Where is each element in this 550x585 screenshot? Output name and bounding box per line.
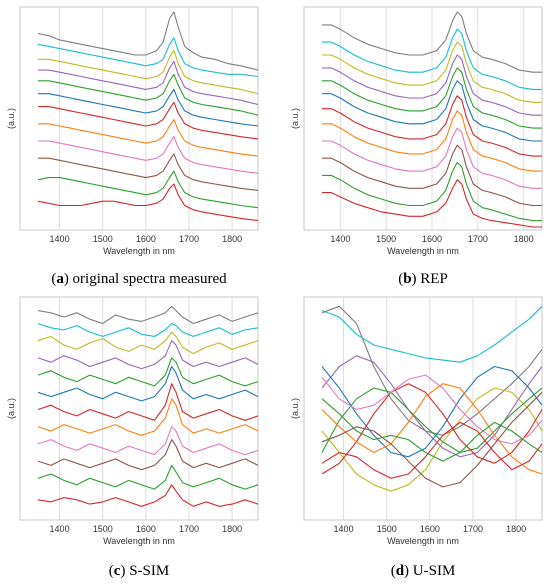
x-tick-label: 1400	[330, 234, 350, 244]
x-tick-label: 1500	[377, 524, 397, 534]
chart-panel-d: 1400 1500 1600 1700 1800 (a.u.) Wavelength in …	[290, 296, 543, 579]
x-tick-label: 1800	[222, 524, 242, 534]
series-line	[322, 110, 542, 172]
panel-caption: (a) original spectra measured	[51, 271, 227, 287]
series-line	[37, 383, 259, 421]
series-line	[37, 11, 259, 71]
x-tick-label: 1400	[334, 524, 354, 534]
series-line	[37, 484, 259, 507]
series-line	[38, 153, 259, 191]
y-axis-label: (a.u.)	[290, 108, 300, 129]
plot-frame	[303, 6, 543, 231]
series-line	[321, 383, 543, 475]
series-line	[37, 439, 259, 471]
x-tick-label: 1700	[463, 524, 483, 534]
chart-panel-b: 1400 1500 1600 1700 1800 (a.u.) Wavelength in …	[290, 6, 543, 287]
x-axis-label: Wavelength in nm	[387, 536, 459, 546]
caption-letter: d	[396, 563, 405, 579]
y-axis-label: (a.u.)	[6, 398, 16, 419]
series-line	[322, 179, 542, 228]
series-line	[321, 421, 543, 479]
series-line	[37, 322, 259, 337]
series-line	[321, 305, 543, 436]
series-line	[38, 101, 259, 140]
x-tick-label: 1800	[222, 234, 242, 244]
series-line	[322, 161, 542, 222]
x-tick-label: 1600	[136, 234, 156, 244]
series-line	[322, 54, 542, 116]
panel-caption: (d) U-SIM	[391, 563, 456, 579]
x-tick-label: 1800	[514, 234, 534, 244]
series-line	[322, 28, 542, 90]
x-tick-label: 1700	[468, 234, 488, 244]
series-line	[37, 37, 259, 78]
series-line	[38, 136, 259, 174]
series-line	[322, 95, 542, 157]
series-line	[321, 374, 543, 445]
series-line	[38, 50, 259, 95]
series-line	[37, 340, 259, 370]
x-tick-label: 1600	[422, 234, 442, 244]
caption-letter: b	[403, 271, 411, 287]
series-line	[322, 144, 542, 207]
series-line	[321, 387, 543, 454]
x-tick-label: 1400	[50, 524, 70, 534]
series-line	[322, 11, 542, 73]
series-line	[321, 365, 543, 458]
plot-frame	[303, 296, 543, 521]
series-line	[38, 73, 259, 116]
x-tick-label: 1600	[420, 524, 440, 534]
series-line	[322, 80, 542, 142]
series-line	[321, 355, 543, 458]
series-line	[321, 383, 543, 475]
chart-panel-c: 1400 1500 1600 1700 1800 (a.u.) Wavelength in …	[6, 296, 259, 579]
chart-panel-a: 1400 1500 1600 1700 1800 (a.u.) Wavelength in …	[6, 6, 259, 287]
series-line	[38, 118, 259, 157]
x-tick-label: 1700	[179, 234, 199, 244]
x-axis-label: Wavelength in nm	[103, 246, 175, 256]
series-line	[321, 398, 543, 462]
plot-frame	[19, 296, 259, 521]
series-line	[37, 170, 259, 209]
series-line	[321, 305, 543, 363]
x-tick-label: 1800	[506, 524, 526, 534]
series-line	[37, 305, 259, 325]
series-line	[37, 183, 259, 222]
series-line	[37, 426, 259, 456]
series-line	[321, 391, 543, 488]
series-line	[37, 331, 259, 355]
panel-caption: (b) REP	[398, 271, 448, 287]
x-axis-label: Wavelength in nm	[103, 536, 175, 546]
y-axis-label: (a.u.)	[6, 108, 16, 129]
caption-letter: a	[56, 271, 64, 287]
series-line	[322, 41, 542, 103]
x-tick-label: 1500	[376, 234, 396, 244]
x-tick-label: 1700	[179, 524, 199, 534]
series-line	[322, 67, 542, 129]
plot-frame	[19, 6, 259, 231]
x-tick-label: 1600	[136, 524, 156, 534]
series-line	[38, 60, 259, 106]
series-line	[37, 398, 259, 436]
x-tick-label: 1400	[50, 234, 70, 244]
series-line	[322, 127, 542, 189]
series-line	[38, 88, 259, 127]
series-line	[37, 365, 259, 402]
y-axis-label: (a.u.)	[290, 398, 300, 419]
series-line	[37, 357, 259, 387]
panel-caption: (c) S-SIM	[109, 563, 169, 579]
x-axis-label: Wavelength in nm	[387, 246, 459, 256]
caption-letter: c	[114, 563, 121, 579]
x-tick-label: 1500	[93, 234, 113, 244]
x-tick-label: 1500	[93, 524, 113, 534]
series-line	[37, 464, 259, 490]
series-line	[321, 387, 543, 492]
